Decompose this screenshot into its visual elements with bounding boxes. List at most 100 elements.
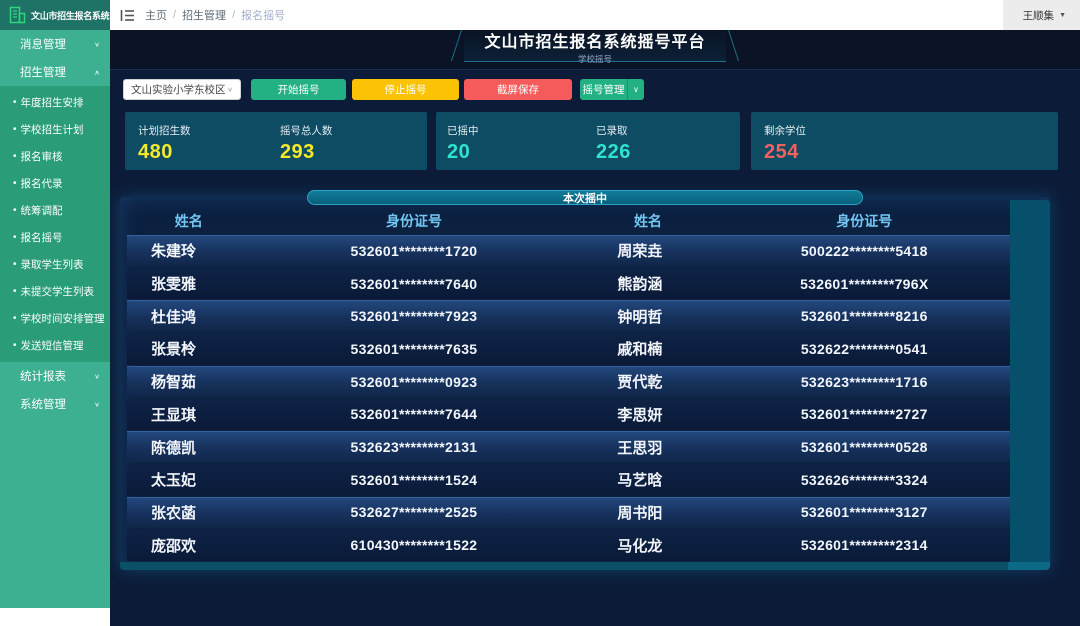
stat-label: 摇号总人数 [279,125,333,137]
app-logo: 文山市招生报名系统 [0,0,110,30]
table-row: 王显琪 532601********7644 李思妍 532601*******… [127,398,1010,431]
student-id: 532601********796X [800,275,929,292]
student-id: 532601********0528 [800,439,928,456]
school-select[interactable]: 文山实验小学东校区 ∨ [123,79,241,100]
breadcrumb-current: 报名摇号 [241,10,286,22]
stat-remaining: 剩余学位 254 [751,112,1058,170]
sidebar-item-system-mgmt[interactable]: 系统管理 ∨ [20,399,100,411]
student-id: 532601********0923 [350,373,478,390]
chevron-down-icon: ∨ [94,372,100,380]
user-menu[interactable]: 王顺集 ▼ [1002,0,1080,30]
student-name: 张雯雅 [151,276,197,294]
column-header-id: 身份证号 [385,212,442,229]
table-header-row: 姓名 身份证号 姓名 身份证号 [127,206,1010,235]
panel-bottom-bar [120,562,1050,570]
lottery-manage-button[interactable]: 摇号管理 [582,84,625,96]
student-id: 532601********7640 [350,275,478,292]
chevron-down-icon: ∨ [94,400,100,408]
screenshot-save-button[interactable]: 截屏保存 [464,79,572,100]
stat-total: 摇号总人数 293 [267,112,427,170]
sidebar-item-message-mgmt[interactable]: 消息管理 ∨ [20,39,100,51]
student-id: 532601********2314 [800,537,928,554]
stat-value: 20 [447,141,471,163]
student-id: 532622********0541 [800,340,928,357]
breadcrumb-section[interactable]: 招生管理 [182,10,227,22]
student-id: 532627********2525 [350,504,478,521]
student-name: 周书阳 [617,504,663,522]
student-name: 李思妍 [617,406,663,424]
sidebar-item-enroll-mgmt[interactable]: 招生管理 ∧ [20,67,100,79]
stop-lottery-button[interactable]: 停止摇号 [352,79,459,100]
sidebar-item-audit[interactable]: • 报名审核 [13,151,63,163]
student-name: 朱建玲 [151,243,197,261]
column-header-id: 身份证号 [836,212,893,229]
bullet-icon: • [13,151,17,162]
stat-label: 剩余学位 [764,125,806,137]
sidebar-submenu-enroll: • 年度招生安排 • 学校招生计划 • 报名审核 • 报名代录 • 统筹调配 • 报名摇号 … [0,86,110,362]
student-name: 张景柃 [151,341,197,359]
student-name: 太玉妃 [151,472,197,490]
bullet-icon: • [13,313,17,324]
table-row: 杨智茹 532601********0923 贾代乾 532623*******… [127,365,1010,398]
chevron-down-icon[interactable]: ∨ [627,79,644,100]
column-header-name: 姓名 [174,212,203,229]
sidebar-item-annual-plan[interactable]: • 年度招生安排 [13,97,84,109]
bullet-icon: • [13,232,17,243]
school-select-value: 文山实验小学东校区 [131,84,226,96]
stat-card-remaining: 剩余学位 254 [751,112,1058,170]
stat-card-progress: 已摇中 20 已录取 226 [436,112,740,170]
sidebar-item-admitted-list[interactable]: • 录取学生列表 [13,259,84,271]
student-name: 陈德凯 [151,439,197,457]
banner-band: 文山市招生报名系统摇号平台 学校摇号 [110,30,1080,70]
controls-row: 文山实验小学东校区 ∨ 开始摇号 停止摇号 截屏保存 摇号管理 ∨ [123,79,1080,100]
sidebar-item-proxy-entry[interactable]: • 报名代录 [13,178,63,190]
student-name: 王思羽 [617,439,663,457]
sidebar-item-school-plan[interactable]: • 学校招生计划 [13,124,84,136]
student-id: 532601********2727 [800,406,928,423]
bullet-icon: • [13,286,17,297]
breadcrumb-home[interactable]: 主页 [145,10,167,22]
sidebar-collapse-icon[interactable] [120,9,135,22]
stat-label: 已摇中 [447,125,479,137]
sidebar-item-sms-mgmt[interactable]: • 发送短信管理 [13,340,84,352]
sidebar-item-schedule-mgmt[interactable]: • 学校时间安排管理 [13,313,105,325]
student-name: 杨智茹 [151,374,197,392]
student-name: 马艺晗 [617,472,663,490]
stat-label: 计划招生数 [138,125,191,137]
table-row: 张雯雅 532601********7640 熊韵涵 532601*******… [127,267,1010,300]
student-id: 532601********7635 [350,340,478,357]
student-id: 610430********1522 [350,537,478,554]
bullet-icon: • [13,205,17,216]
lottery-table: 姓名 身份证号 姓名 身份证号 朱建玲 532601********1720 周… [127,206,1010,562]
student-id: 532601********8216 [800,308,928,325]
sidebar: 文山市招生报名系统 消息管理 ∨ 招生管理 ∧ • 年度招生安排 • 学校招生计划 … [0,0,110,608]
table-row: 杜佳鸿 532601********7923 钟明哲 532601*******… [127,300,1010,333]
page-subtitle: 学校摇号 [577,54,612,64]
start-lottery-button[interactable]: 开始摇号 [251,79,346,100]
stat-value: 254 [764,141,799,163]
building-logo-icon [7,5,27,25]
table-row: 庞邵欢 610430********1522 马化龙 532601*******… [127,529,1010,562]
panel-title-pill: 本次摇中 [307,190,863,205]
breadcrumb-separator: / [232,9,236,21]
student-name: 张农菡 [151,504,197,522]
student-name: 贾代乾 [617,374,663,392]
sidebar-item-lottery[interactable]: • 报名摇号 [13,232,63,244]
stat-value: 480 [138,141,173,163]
chevron-down-icon: ∨ [227,85,233,94]
page-title: 文山市招生报名系统摇号平台 [484,34,706,51]
sidebar-item-report[interactable]: 统计报表 ∨ [20,371,100,383]
sidebar-item-allocation[interactable]: • 统筹调配 [13,205,63,217]
student-name: 庞邵欢 [151,537,197,555]
user-name: 王顺集 [1022,9,1055,22]
stat-value: 226 [595,141,631,163]
stats-cards: 计划招生数 480 摇号总人数 293 已摇中 20 已录取 226 [125,112,1080,170]
main-content: 文山市招生报名系统摇号平台 学校摇号 文山实验小学东校区 ∨ 开始摇号 停止摇号… [110,30,1080,626]
lottery-manage-split-button: 摇号管理 ∨ [580,79,644,100]
sidebar-item-unsubmitted-list[interactable]: • 未提交学生列表 [13,286,95,298]
student-name: 王显琪 [151,406,197,424]
student-id: 500222********5418 [800,242,928,259]
student-id: 532601********3127 [800,504,928,521]
stat-admitted: 已录取 226 [585,112,740,170]
lottery-result-panel: 本次摇中 姓名 身份证号 姓名 身份证号 朱建玲 532601********1… [120,190,1050,570]
